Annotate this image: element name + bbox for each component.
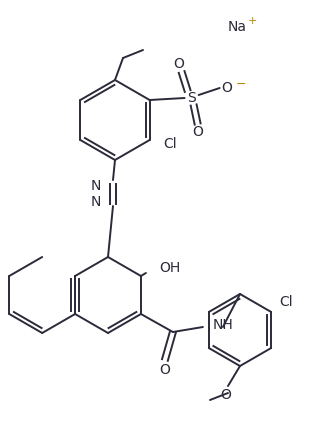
Text: Na: Na — [228, 20, 247, 34]
Text: −: − — [236, 77, 246, 90]
Text: Cl: Cl — [164, 137, 177, 151]
Text: O: O — [173, 57, 184, 71]
Text: Cl: Cl — [279, 295, 293, 309]
Text: N: N — [91, 179, 101, 193]
Text: O: O — [192, 125, 203, 139]
Text: +: + — [248, 16, 257, 26]
Text: OH: OH — [159, 261, 180, 275]
Text: O: O — [220, 388, 232, 402]
Text: O: O — [160, 363, 170, 377]
Text: O: O — [221, 81, 232, 95]
Text: N: N — [91, 195, 101, 209]
Text: S: S — [187, 91, 196, 105]
Text: NH: NH — [213, 318, 234, 332]
